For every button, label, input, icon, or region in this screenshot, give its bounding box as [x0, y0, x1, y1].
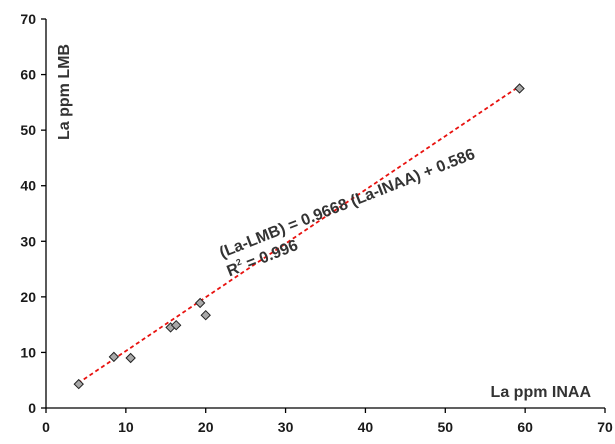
- x-tick-label: 10: [118, 419, 134, 435]
- trendline-annotation: (La-LMB) = 0.9668 (La-INAA) + 0.586 R2 =…: [217, 146, 477, 281]
- data-points: [73, 83, 525, 390]
- y-tick-label: 20: [20, 289, 36, 305]
- y-tick-label: 50: [20, 122, 36, 138]
- data-point: [194, 297, 206, 309]
- x-tick-label: 60: [517, 419, 533, 435]
- y-axis-ticks: 0 10 20 30 40 50 60 70: [20, 11, 46, 416]
- x-tick-label: 70: [597, 419, 613, 435]
- y-tick-label: 60: [20, 67, 36, 83]
- trendline-equation: (La-LMB) = 0.9668 (La-INAA) + 0.586: [217, 146, 477, 262]
- x-tick-label: 20: [198, 419, 214, 435]
- x-axis-ticks: 0 10 20 30 40 50 60 70: [42, 408, 613, 435]
- y-axis-title: La ppm LMB: [56, 44, 73, 140]
- y-tick-label: 40: [20, 178, 36, 194]
- x-axis-title: La ppm INAA: [491, 384, 592, 401]
- y-tick-label: 70: [20, 11, 36, 27]
- y-tick-label: 0: [28, 400, 36, 416]
- data-point: [514, 83, 525, 94]
- x-tick-label: 50: [437, 419, 453, 435]
- trendline: [77, 85, 521, 384]
- x-tick-label: 30: [278, 419, 294, 435]
- x-tick-label: 40: [358, 419, 374, 435]
- data-point: [200, 309, 211, 321]
- r-squared-superscript: 2: [235, 257, 243, 268]
- x-tick-label: 0: [42, 419, 50, 435]
- data-point: [108, 351, 120, 363]
- y-tick-label: 10: [20, 344, 36, 360]
- data-point: [170, 319, 182, 331]
- y-tick-label: 30: [20, 233, 36, 249]
- data-point: [73, 378, 84, 390]
- data-point: [125, 352, 136, 364]
